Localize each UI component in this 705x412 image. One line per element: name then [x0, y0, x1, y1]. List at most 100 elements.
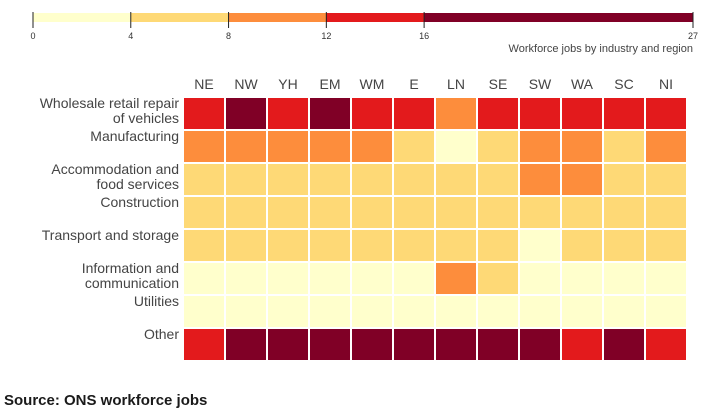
column-label: EM: [320, 76, 341, 92]
source-note: Source: ONS workforce jobs: [4, 392, 208, 409]
heatmap-cell: [184, 164, 224, 195]
heatmap-cell: [310, 98, 350, 129]
heatmap-cell: [352, 197, 392, 228]
heatmap-cell: [184, 263, 224, 294]
heatmap-cell: [268, 164, 308, 195]
heatmap-cell: [436, 296, 476, 327]
column-label: SE: [489, 76, 508, 92]
heatmap-cell: [226, 329, 266, 360]
heatmap-cell: [394, 164, 434, 195]
heatmap-cell: [394, 197, 434, 228]
row-label: Accommodation and: [51, 161, 179, 177]
heatmap-cell: [226, 131, 266, 162]
heatmap-cell: [226, 164, 266, 195]
row-label: Information and: [82, 260, 179, 276]
heatmap-cell: [436, 329, 476, 360]
heatmap-cell: [562, 131, 602, 162]
heatmap-cell: [646, 296, 686, 327]
heatmap-cell: [478, 329, 518, 360]
legend-tick-label: 12: [321, 31, 331, 41]
heatmap-cell: [562, 197, 602, 228]
heatmap-cell: [478, 230, 518, 261]
heatmap-cell: [394, 131, 434, 162]
legend-tick-label: 0: [30, 31, 35, 41]
heatmap-cell: [520, 329, 560, 360]
heatmap-cell: [604, 197, 644, 228]
row-label: Utilities: [134, 293, 179, 309]
column-label: NE: [194, 76, 213, 92]
legend-tick-label: 16: [419, 31, 429, 41]
heatmap-cell: [436, 230, 476, 261]
heatmap-cell: [226, 98, 266, 129]
heatmap-cell: [184, 197, 224, 228]
column-label: YH: [278, 76, 297, 92]
column-label: WM: [360, 76, 385, 92]
heatmap-cell: [478, 296, 518, 327]
heatmap-cell: [268, 197, 308, 228]
row-label: of vehicles: [113, 110, 179, 126]
heatmap-cell: [352, 329, 392, 360]
column-label: LN: [447, 76, 465, 92]
heatmap-cell: [436, 197, 476, 228]
heatmap-cell: [352, 263, 392, 294]
heatmap-cell: [520, 263, 560, 294]
heatmap-cell: [352, 164, 392, 195]
heatmap-cell: [562, 230, 602, 261]
heatmap-cell: [520, 131, 560, 162]
legend-tick-label: 8: [226, 31, 231, 41]
heatmap-cell: [394, 329, 434, 360]
column-label: SW: [529, 76, 552, 92]
heatmap-cell: [436, 98, 476, 129]
heatmap-cell: [268, 131, 308, 162]
heatmap-cell: [436, 164, 476, 195]
heatmap-cell: [310, 296, 350, 327]
heatmap-cell: [604, 329, 644, 360]
heatmap-cell: [268, 296, 308, 327]
heatmap-cell: [310, 131, 350, 162]
heatmap-cell: [184, 296, 224, 327]
heatmap-cell: [184, 131, 224, 162]
heatmap-cell: [184, 230, 224, 261]
heatmap-cell: [604, 164, 644, 195]
heatmap-cell: [310, 164, 350, 195]
heatmap-cell: [646, 131, 686, 162]
heatmap-cell: [604, 263, 644, 294]
heatmap-cell: [520, 197, 560, 228]
heatmap-cell: [184, 98, 224, 129]
heatmap-cell: [436, 263, 476, 294]
column-label: WA: [571, 76, 594, 92]
heatmap-cell: [310, 230, 350, 261]
heatmap-cell: [226, 197, 266, 228]
heatmap-cell: [646, 197, 686, 228]
heatmap-cell: [562, 263, 602, 294]
heatmap-chart: 0 4 8 12 16 27 Workforce jobs by industry and…: [30, 12, 698, 360]
row-label: Construction: [100, 194, 179, 210]
row-label: Manufacturing: [90, 128, 179, 144]
heatmap-cell: [352, 296, 392, 327]
row-label: communication: [85, 275, 179, 291]
legend-title: Workforce jobs by industry and region: [509, 43, 693, 55]
legend-swatch: [33, 13, 131, 22]
heatmap-cell: [562, 296, 602, 327]
heatmap-cell: [352, 230, 392, 261]
heatmap-cell: [184, 329, 224, 360]
heatmap-cell: [562, 164, 602, 195]
legend-tick-label: 4: [128, 31, 133, 41]
heatmap-cell: [268, 98, 308, 129]
heatmap-cell: [352, 131, 392, 162]
heatmap-cell: [562, 329, 602, 360]
heatmap-cell: [268, 263, 308, 294]
heatmap-cell: [562, 98, 602, 129]
heatmap-cell: [226, 263, 266, 294]
legend-swatch: [130, 13, 229, 22]
row-label: food services: [97, 176, 179, 192]
legend-swatch: [424, 13, 693, 22]
legend-swatch: [228, 13, 327, 22]
heatmap-cell: [268, 230, 308, 261]
heatmap-cell: [646, 329, 686, 360]
column-labels: NE NW YH EM WM E LN SE SW WA SC NI: [194, 76, 673, 92]
heatmap-cell: [436, 131, 476, 162]
row-label: Wholesale retail repair: [40, 95, 180, 111]
row-label: Transport and storage: [42, 227, 179, 243]
